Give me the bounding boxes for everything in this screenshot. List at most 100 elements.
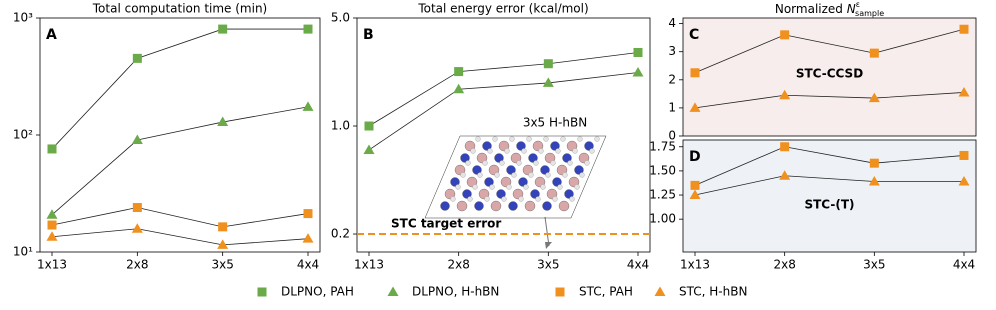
legend-marker <box>555 287 565 297</box>
hydrogen <box>589 148 595 154</box>
legend-label: DLPNO, PAH <box>281 285 354 299</box>
atom <box>530 189 540 199</box>
marker-triangle <box>632 66 644 77</box>
hydrogen <box>472 184 478 190</box>
series-line <box>51 106 309 216</box>
hydrogen <box>494 172 500 178</box>
y-tick-label: 0.2 <box>331 227 350 241</box>
hydrogen <box>489 184 495 190</box>
atom <box>558 200 570 212</box>
marker-triangle <box>46 209 58 219</box>
marker-square <box>454 67 464 77</box>
marker-square <box>303 24 313 34</box>
hydrogen <box>477 172 483 178</box>
hydrogen <box>555 148 561 154</box>
reference-label: STC target error <box>391 217 501 231</box>
hydrogen <box>521 148 527 154</box>
marker-triangle <box>958 176 970 186</box>
marker-triangle <box>217 116 229 127</box>
title-text: Normalized <box>775 2 847 16</box>
hydrogen <box>569 196 575 202</box>
atom <box>472 165 482 175</box>
y-tick-label: 4 <box>668 16 676 30</box>
hydrogen <box>550 160 556 166</box>
hydrogen <box>499 160 505 166</box>
hydrogen <box>484 196 490 202</box>
hydrogen <box>528 172 534 178</box>
panel-annotation: STC-CCSD <box>796 67 863 81</box>
title-subscript: sample <box>855 9 884 18</box>
atom <box>474 201 484 211</box>
x-tick-label: 3x5 <box>211 258 233 272</box>
marker-square <box>780 142 790 152</box>
hydrogen <box>509 136 515 142</box>
marker-square <box>690 180 700 190</box>
hydrogen <box>557 184 563 190</box>
series-line <box>51 228 309 246</box>
hydrogen <box>552 196 558 202</box>
panel-background <box>683 140 976 252</box>
panel-title: Normalized Nε sample <box>775 0 884 18</box>
marker-square <box>633 48 643 58</box>
x-tick-label: 1x13 <box>354 258 384 272</box>
legend-label: STC, PAH <box>579 285 633 299</box>
panel-letter: D <box>689 149 701 165</box>
x-tick-label: 4x4 <box>953 258 975 272</box>
atom <box>490 200 502 212</box>
atom <box>456 200 468 212</box>
y-tick-label: 10² <box>13 128 33 142</box>
marker-triangle <box>46 231 58 241</box>
hydrogen <box>450 196 456 202</box>
panel-letter: A <box>46 27 57 43</box>
x-tick-label: 1x13 <box>37 258 67 272</box>
marker-square <box>959 150 969 160</box>
legend-marker <box>387 286 399 296</box>
atom <box>506 165 516 175</box>
x-tick-label: 4x4 <box>627 258 649 272</box>
marker-square <box>869 48 879 58</box>
marker-square <box>780 30 790 40</box>
marker-square <box>543 59 553 69</box>
hydrogen <box>526 136 532 142</box>
panel-frame <box>356 17 651 253</box>
atom <box>524 200 536 212</box>
hydrogen <box>594 136 600 142</box>
panel-title: Total energy error (kcal/mol) <box>417 2 588 16</box>
marker-square <box>364 121 374 131</box>
title-superscript: ε <box>856 0 860 9</box>
hydrogen <box>562 172 568 178</box>
series-line <box>694 28 965 74</box>
y-tick-label: 1.50 <box>649 163 676 177</box>
title-variable: N <box>847 2 856 16</box>
hydrogen <box>584 160 590 166</box>
atom <box>494 153 504 163</box>
hydrogen <box>518 196 524 202</box>
legend-marker <box>257 287 267 297</box>
marker-triangle <box>453 83 465 94</box>
series-line <box>368 72 639 151</box>
marker-square <box>690 68 700 78</box>
series-line <box>694 92 965 109</box>
y-tick-label: 3 <box>668 44 676 58</box>
atom <box>496 189 506 199</box>
atom <box>518 177 528 187</box>
hydrogen <box>470 148 476 154</box>
hydrogen <box>492 136 498 142</box>
hydrogen <box>579 172 585 178</box>
marker-triangle <box>958 86 970 97</box>
atom <box>552 177 562 187</box>
y-tick-label: 0 <box>668 129 676 143</box>
marker-triangle <box>302 233 314 243</box>
x-tick-label: 3x5 <box>537 258 559 272</box>
atom <box>516 141 526 151</box>
marker-triangle <box>868 92 880 103</box>
series-line <box>368 52 639 127</box>
marker-triangle <box>779 89 791 100</box>
x-tick-label: 3x5 <box>863 258 885 272</box>
hydrogen <box>516 160 522 166</box>
atom <box>508 201 518 211</box>
inset-label: 3x5 H-hBN <box>523 116 587 130</box>
hydrogen <box>465 160 471 166</box>
marker-triangle <box>363 144 375 154</box>
hydrogen <box>560 136 566 142</box>
